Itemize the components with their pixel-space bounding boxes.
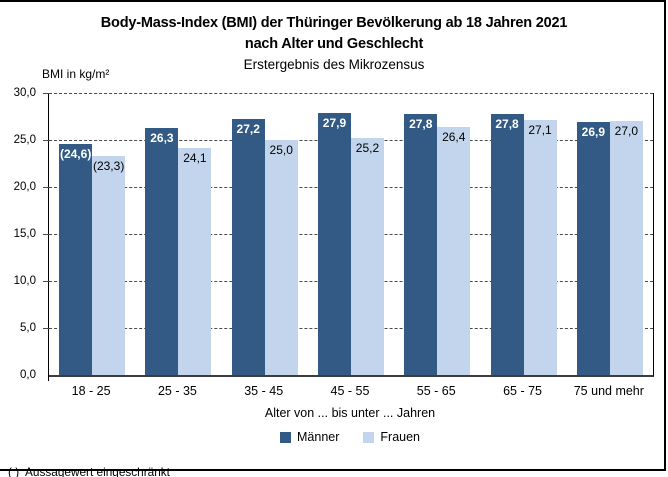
bar-maenner-3: 27,9 [317,112,351,375]
legend-label-frauen: Frauen [380,430,420,444]
y-axis-tick [43,328,49,329]
bar-value-label: 27,2 [236,122,260,137]
bar-value-label: (24,6) [59,146,92,161]
bar-group-5: 27,8 27,1 [480,93,566,375]
footnote-block: ( ) Aussagewert eingeschränkt Thüringer … [8,435,182,477]
x-axis-tick-label: 25 - 35 [157,384,197,398]
bar-maenner-5: 27,8 [490,113,524,375]
bar-frauen-0: (23,3) [92,155,126,375]
plot-area: (24,6) (23,3) 26,3 24,1 27,2 25,0 27,9 25,2 27,8… [43,93,654,381]
x-axis-tick-label: 18 - 25 [71,384,111,398]
bar-frauen-2: 25,0 [264,140,298,375]
y-axis-tick-label: 25,0 [13,134,36,146]
maenner-swatch-icon [280,431,291,443]
y-axis-tick [43,140,49,141]
y-axis-tick-label: 20,0 [13,181,36,193]
bar-maenner-1: 26,3 [145,127,179,375]
x-axis-tick-label: 45 - 55 [330,384,370,398]
bar-frauen-4: 26,4 [437,126,471,375]
bar-group-1: 26,3 24,1 [135,93,221,375]
x-axis-title: Alter von ... bis unter ... Jahren [264,406,436,420]
y-axis-unit-label: BMI in kg/m² [42,67,110,81]
gridline [49,93,653,94]
x-axis-tick-labels: 18 - 25 25 - 35 35 - 45 45 - 55 55 - 65 65 - … [48,384,652,398]
x-axis-tick-label: 55 - 65 [416,384,456,398]
x-axis-tick-label: 35 - 45 [244,384,284,398]
bar-frauen-3: 25,2 [350,138,384,375]
chart-subtitle: Erstergebnis des Mikrozensus [243,57,425,72]
y-axis-tick-label: 10,0 [13,275,36,287]
bar-group-6: 26,9 27,0 [567,93,653,375]
y-axis-tick-label: 5,0 [20,322,36,334]
bar-frauen-1: 24,1 [178,148,212,375]
bar-group-3: 27,9 25,2 [308,93,394,375]
y-axis-tick-labels: 30,0 25,0 20,0 15,0 10,0 5,0 0,0 [0,87,43,381]
legend-item-maenner: Männer [280,430,339,444]
legend: Männer Frauen [48,430,652,444]
bar-groups: (24,6) (23,3) 26,3 24,1 27,2 25,0 27,9 25,2 27,8… [49,93,653,375]
bar-group-2: 27,2 25,0 [222,93,308,375]
bar-frauen-5: 27,1 [523,120,557,375]
y-axis-tick [43,187,49,188]
y-axis-tick [43,234,49,235]
x-axis-tick-label: 75 und mehr [573,384,644,398]
bar-maenner-6: 26,9 [576,122,610,375]
bar-value-label: 24,1 [183,151,207,166]
bar-maenner-2: 27,2 [231,119,265,375]
bar-value-label: 27,1 [528,123,552,138]
y-axis-tick-label: 0,0 [20,369,36,381]
footnote-text: ( ) Aussagewert eingeschränkt [8,465,170,477]
chart-title-block: Body-Mass-Index (BMI) der Thüringer Bevö… [0,13,668,75]
chart-title-line1: Body-Mass-Index (BMI) der Thüringer Bevö… [100,15,568,31]
legend-label-maenner: Männer [297,430,340,444]
y-axis-tick [43,93,49,94]
bar-value-label: 26,9 [581,125,606,140]
bar-group-4: 27,8 26,4 [394,93,480,375]
frauen-swatch-icon [363,431,375,443]
y-axis-tick [43,281,49,282]
bar-value-label: 26,4 [442,129,466,144]
chart-title-line2: nach Alter und Geschlecht [244,36,424,52]
bar-maenner-0: (24,6) [59,143,93,375]
bar-value-label: 26,3 [150,130,174,145]
bar-value-label: 25,0 [269,143,293,157]
y-axis-tick-label: 30,0 [13,87,36,99]
bar-value-label: (23,3) [92,158,125,173]
bar-value-label: 27,8 [495,116,519,131]
y-axis-tick-label: 15,0 [13,228,36,240]
bar-value-label: 27,9 [322,115,347,130]
legend-item-frauen: Frauen [363,430,420,444]
bar-value-label: 27,8 [409,116,433,131]
bar-value-label: 27,0 [614,124,639,139]
x-axis-tick-label: 65 - 75 [503,384,542,398]
bar-group-0: (24,6) (23,3) [49,93,135,375]
bar-maenner-4: 27,8 [404,113,438,375]
bar-frauen-6: 27,0 [609,121,643,375]
bar-value-label: 25,2 [355,141,380,156]
origin-tick [48,375,49,381]
